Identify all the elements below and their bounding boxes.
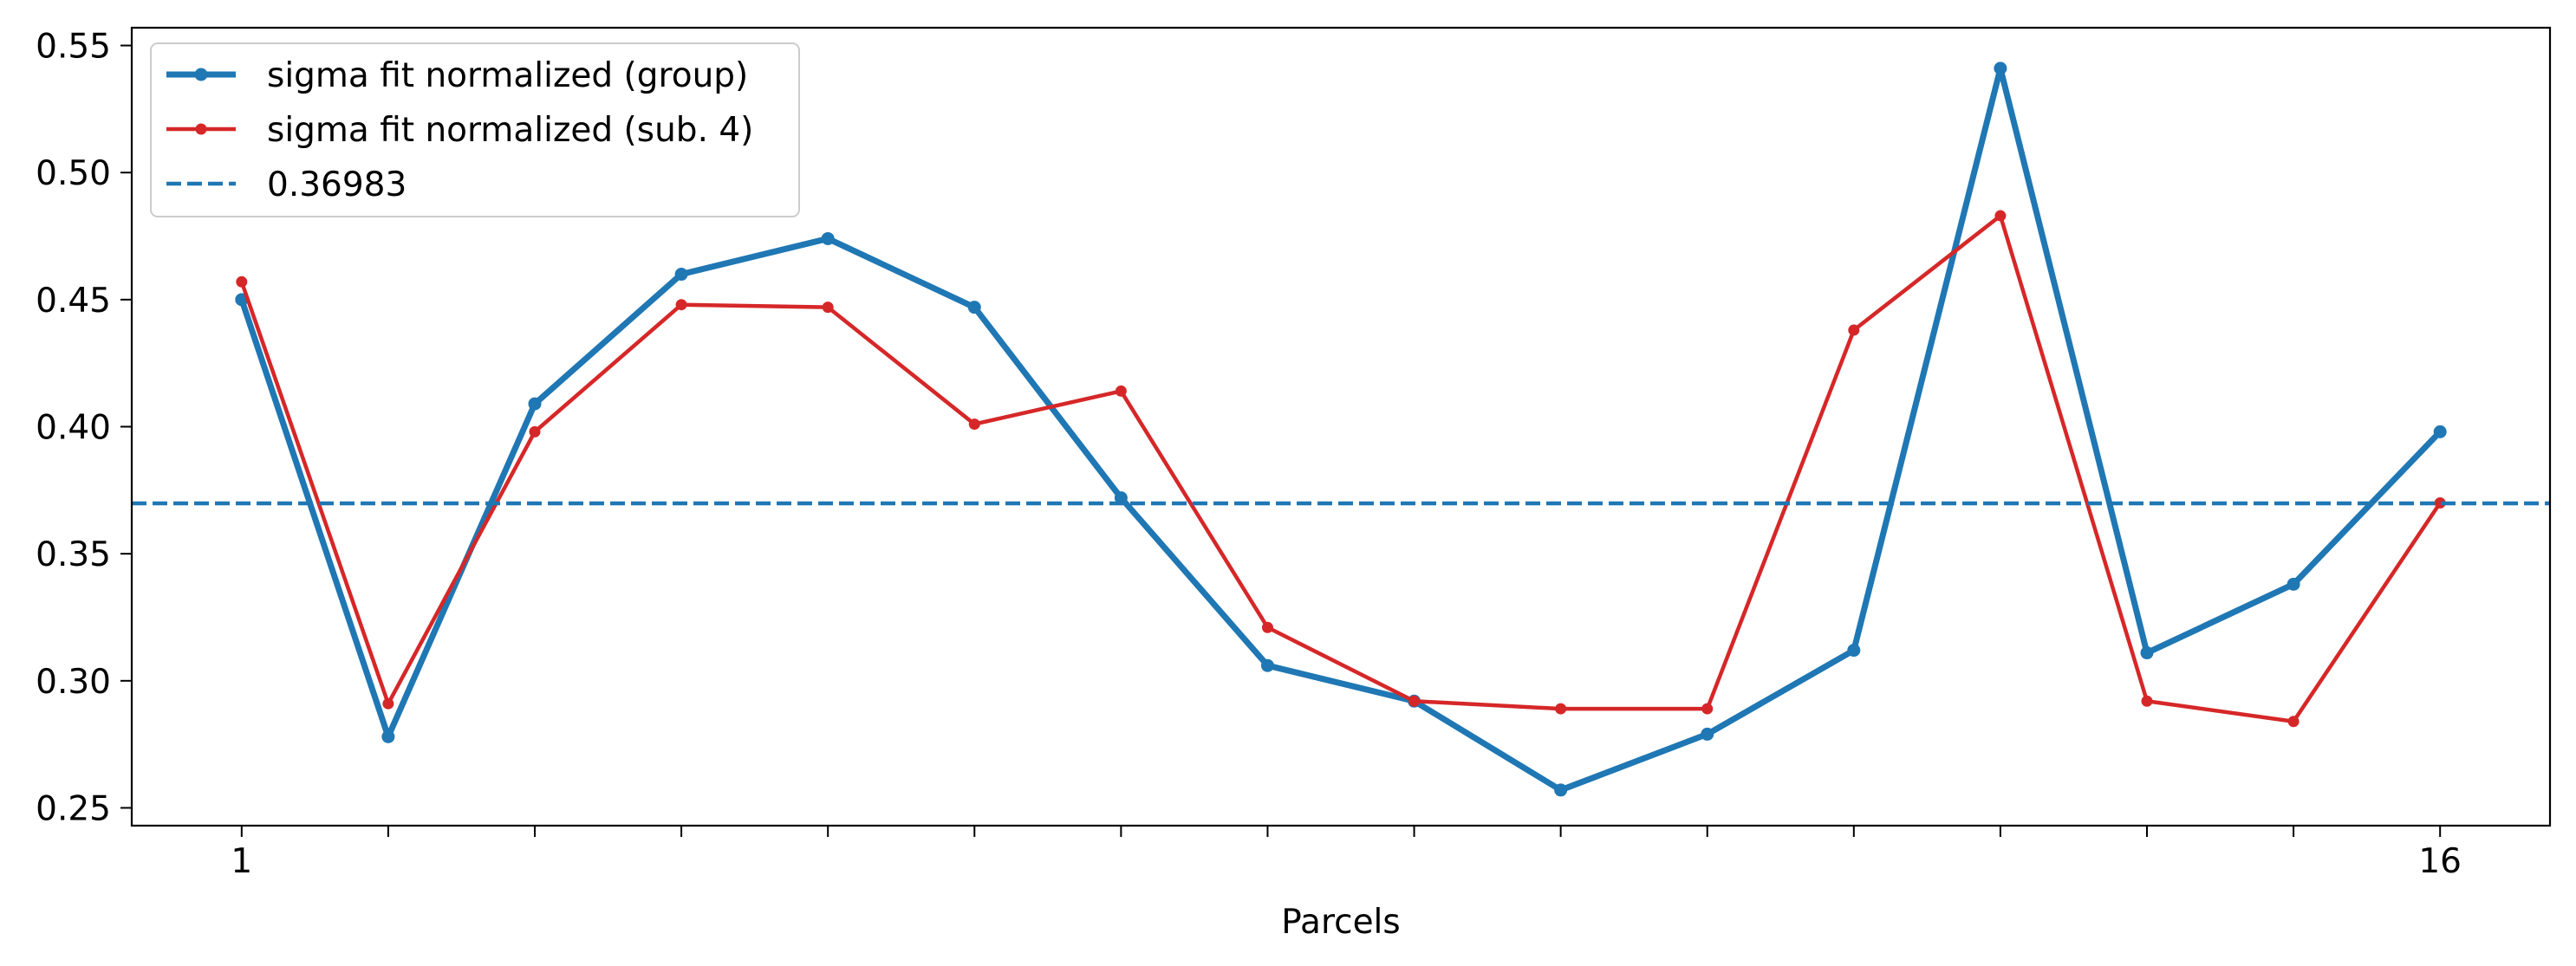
data-point-series-1 <box>1994 62 2007 75</box>
y-tick-label: 0.45 <box>36 282 111 321</box>
data-point-series-2 <box>1408 695 1421 707</box>
data-point-series-2 <box>1261 621 1273 633</box>
data-point-series-2 <box>1994 210 2007 222</box>
plot-area <box>132 62 2550 797</box>
y-tick-label: 0.40 <box>36 409 111 448</box>
legend-label-1: sigma fit normalized (group) <box>267 56 748 95</box>
data-point-series-1 <box>2433 425 2447 438</box>
y-tick-label: 0.50 <box>36 154 111 193</box>
legend-marker-2 <box>195 123 207 135</box>
y-tick-label: 0.30 <box>36 663 111 702</box>
data-point-series-2 <box>1115 385 1127 397</box>
data-point-series-2 <box>1848 324 1860 336</box>
data-point-series-1 <box>1260 658 1274 672</box>
data-point-series-2 <box>1555 703 1567 715</box>
x-tick-label: 1 <box>231 842 252 881</box>
data-point-series-1 <box>1847 644 1861 658</box>
data-point-series-1 <box>967 301 981 314</box>
y-tick-label: 0.25 <box>36 789 111 828</box>
data-point-series-1 <box>2140 646 2154 660</box>
data-point-series-1 <box>2287 577 2300 591</box>
series-line-1 <box>238 65 2443 794</box>
data-point-series-2 <box>2287 716 2300 728</box>
data-point-series-1 <box>1114 491 1128 505</box>
legend-label-2: sigma fit normalized (sub. 4) <box>267 111 753 150</box>
data-point-series-1 <box>821 231 835 245</box>
data-point-series-2 <box>529 425 541 438</box>
data-point-series-1 <box>528 397 542 411</box>
data-point-series-1 <box>1554 783 1568 797</box>
axes: 1 16 0.25 0.30 0.35 0.40 0.45 0.50 0.55 <box>36 26 2552 881</box>
data-point-series-1 <box>1701 727 1714 741</box>
data-point-series-2 <box>1701 703 1714 715</box>
data-point-series-2 <box>968 418 980 431</box>
data-point-series-2 <box>382 697 394 710</box>
data-point-series-2 <box>2434 496 2446 509</box>
data-point-series-2 <box>2141 695 2153 707</box>
y-tick-label: 0.55 <box>36 28 111 67</box>
y-tick-label: 0.35 <box>36 535 111 574</box>
x-tick-label: 16 <box>2418 842 2462 881</box>
series-line-2 <box>239 213 2443 723</box>
plot-content <box>132 62 2550 797</box>
data-point-series-2 <box>822 301 834 314</box>
data-point-series-2 <box>675 299 687 311</box>
legend-label-3: 0.36983 <box>267 165 407 204</box>
x-axis-title: Parcels <box>1281 903 1400 942</box>
legend-marker-1 <box>194 68 208 81</box>
data-point-series-2 <box>236 276 248 288</box>
data-point-series-1 <box>381 729 395 743</box>
data-point-series-1 <box>674 268 688 282</box>
legend: sigma fit normalized (group) sigma fit no… <box>150 42 800 217</box>
legend-box <box>150 42 800 217</box>
